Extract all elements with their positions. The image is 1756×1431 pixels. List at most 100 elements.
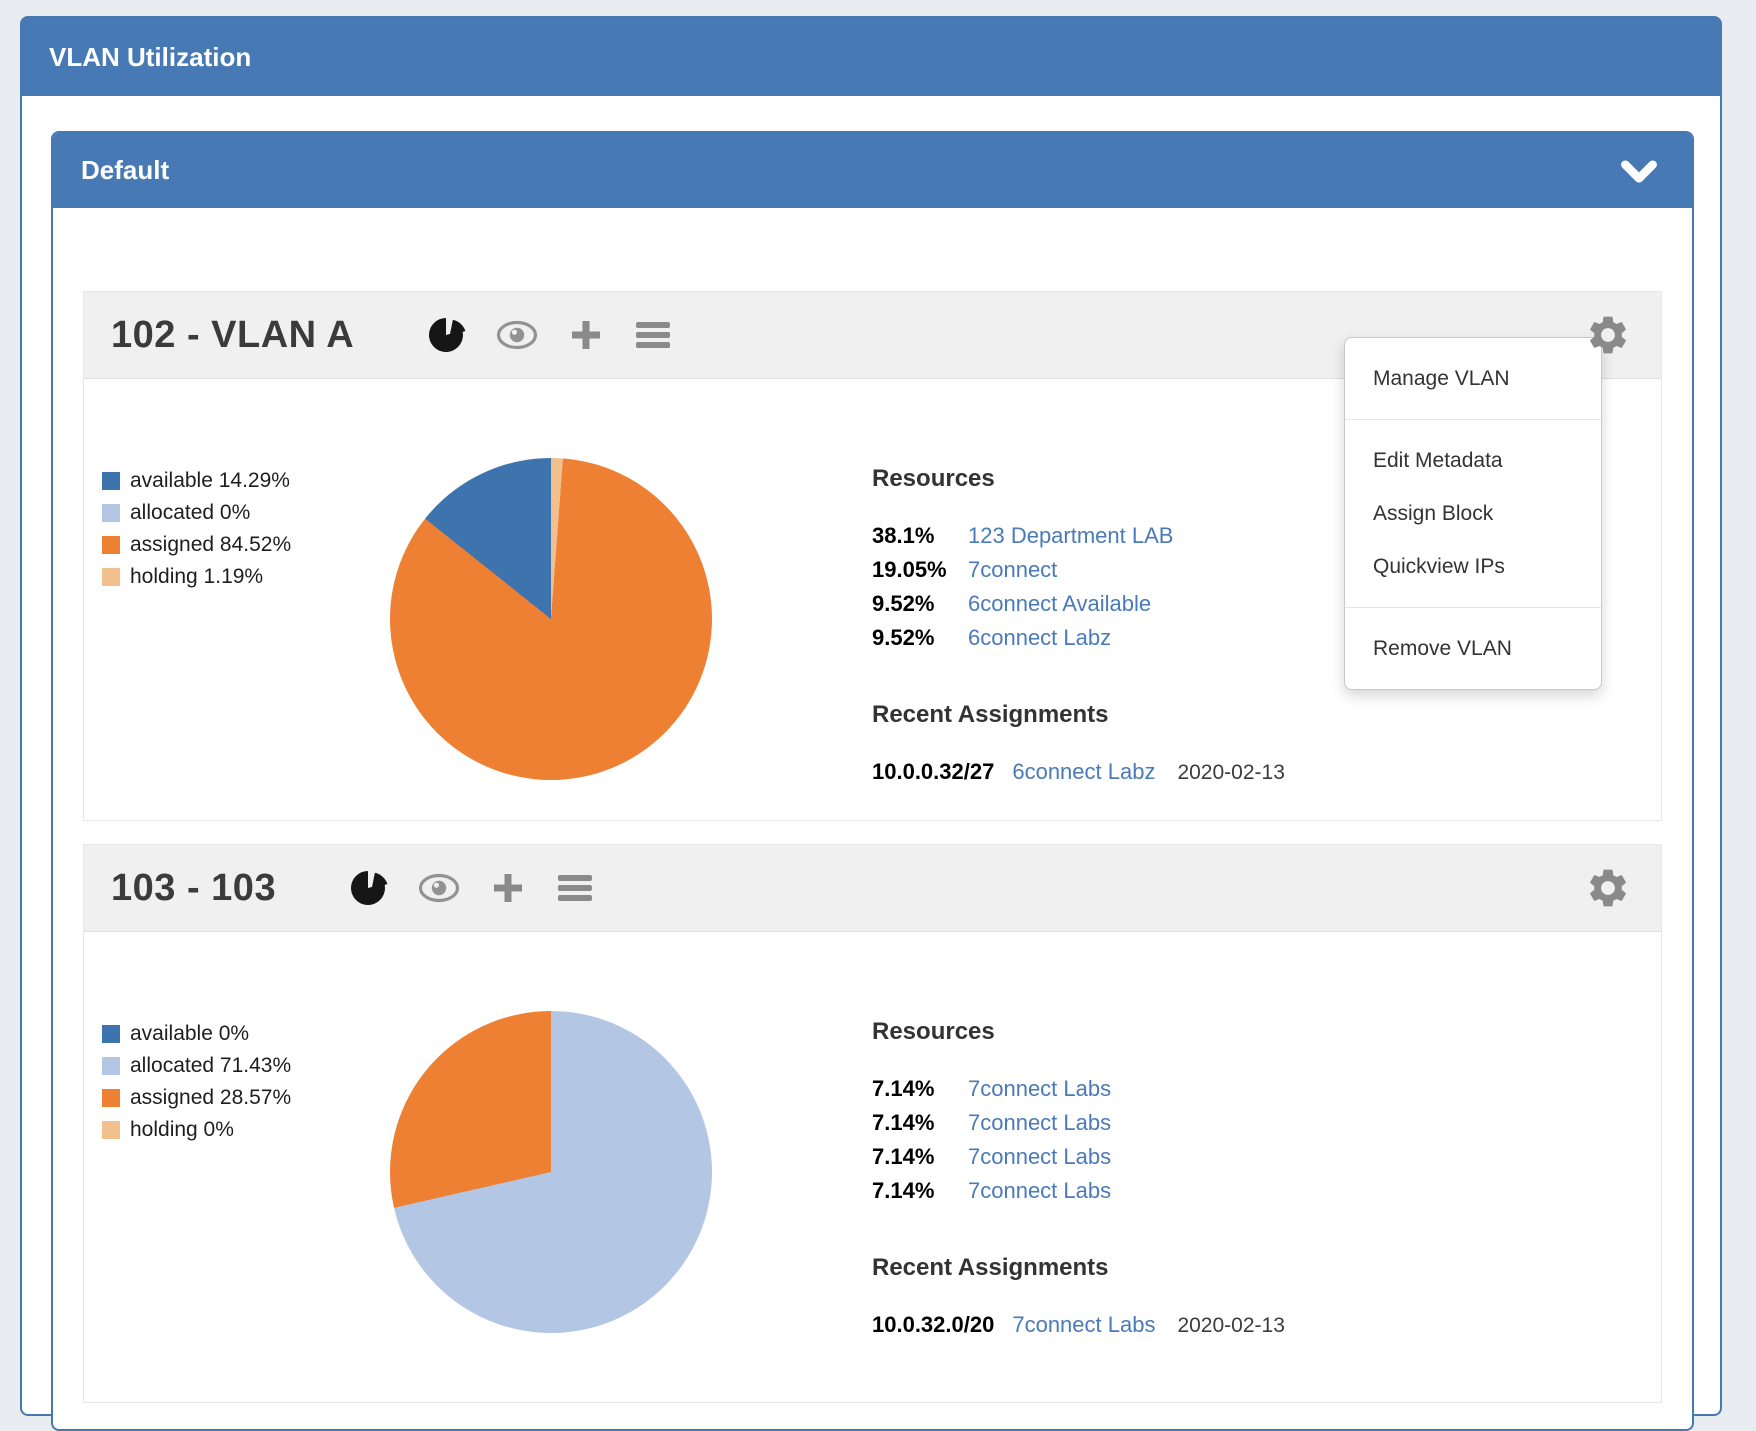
menu-item-remove-vlan[interactable]: Remove VLAN [1373, 637, 1512, 660]
plus-icon[interactable] [568, 317, 604, 353]
resource-percent: 9.52% [872, 591, 935, 616]
legend-swatch-holding [102, 568, 120, 586]
list-icon[interactable] [634, 320, 672, 350]
legend-item: assigned 28.57% [102, 1082, 291, 1114]
legend-label: available 14.29% [130, 469, 290, 492]
pie-chart [390, 1011, 712, 1333]
resource-link[interactable]: 7connect Labs [968, 1110, 1112, 1135]
legend-swatch-assigned [102, 1089, 120, 1107]
resources-heading: Resources [872, 1018, 995, 1045]
resource-link[interactable]: 6connect Available [968, 591, 1152, 616]
vlan-card-header: 103 - 103 [84, 845, 1661, 932]
legend-item: allocated 0% [102, 497, 291, 529]
legend-label: holding 0% [130, 1118, 234, 1141]
vlan-toolbar [348, 868, 594, 908]
pie-chart [390, 458, 712, 780]
resource-link[interactable]: 7connect Labs [968, 1144, 1112, 1169]
resources-list: 7.14% 7connect Labs 7.14% 7connect Labs 7.14… [872, 1072, 1492, 1208]
legend-swatch-available [102, 1025, 120, 1043]
resource-row: 7.14% 7connect Labs [872, 1072, 1492, 1106]
resource-link[interactable]: 7connect Labs [968, 1178, 1112, 1203]
legend-label: assigned 84.52% [130, 533, 292, 556]
list-icon[interactable] [556, 873, 594, 903]
resource-link[interactable]: 7connect Labs [968, 1076, 1112, 1101]
recent-assignment-row: 10.0.0.32/27 6connect Labz 2020-02-13 [872, 755, 1492, 790]
chevron-down-icon[interactable] [1620, 156, 1658, 186]
menu-item-quickview-ips[interactable]: Quickview IPs [1373, 555, 1505, 578]
resource-percent: 7.14% [872, 1076, 935, 1101]
resource-row: 38.1% 123 Department LAB [872, 519, 1492, 553]
vlan-details: Resources 38.1% 123 Department LAB 19.05% 7… [872, 465, 1492, 790]
legend-item: holding 0% [102, 1114, 291, 1146]
resource-percent: 9.52% [872, 625, 935, 650]
page: { "window": { "title": "VLAN Utilization… [20, 16, 1722, 1431]
recent-assignment-date: 2020-02-13 [1177, 1314, 1285, 1337]
legend-label: holding 1.19% [130, 565, 264, 588]
menu-item-assign-block[interactable]: Assign Block [1373, 502, 1494, 525]
resource-row: 7.14% 7connect Labs [872, 1140, 1492, 1174]
gear-icon[interactable] [1585, 312, 1631, 358]
legend-item: available 14.29% [102, 465, 291, 497]
legend-label: assigned 28.57% [130, 1086, 292, 1109]
vlan-utilization-header: VLAN Utilization [22, 18, 1720, 96]
pie-legend: available 0% allocated 71.43% assigned 28.… [102, 1018, 291, 1146]
resource-percent: 19.05% [872, 557, 947, 582]
default-group-body: 102 - VLAN A [53, 208, 1692, 1429]
legend-swatch-holding [102, 1121, 120, 1139]
legend-label: allocated 0% [130, 501, 251, 524]
eye-icon[interactable] [496, 320, 538, 350]
resource-percent: 7.14% [872, 1178, 935, 1203]
resources-heading: Resources [872, 465, 995, 492]
vlan-card-body: available 0% allocated 71.43% assigned 28.… [84, 932, 1661, 1402]
gear-dropdown-menu: Manage VLAN Edit Metadata Assign Block Quic… [1344, 337, 1602, 690]
recent-assignment-link[interactable]: 7connect Labs [1012, 1312, 1156, 1337]
resource-link[interactable]: 123 Department LAB [968, 523, 1174, 548]
legend-swatch-assigned [102, 536, 120, 554]
recent-assignment-link[interactable]: 6connect Labz [1012, 759, 1156, 784]
legend-swatch-allocated [102, 1057, 120, 1075]
resource-percent: 38.1% [872, 523, 935, 548]
recent-assignments-list: 10.0.0.32/27 6connect Labz 2020-02-13 [872, 755, 1492, 790]
eye-icon[interactable] [418, 873, 460, 903]
vlan-card: 103 - 103 [83, 844, 1662, 1403]
menu-divider [1345, 607, 1601, 608]
legend-item: available 0% [102, 1018, 291, 1050]
legend-item: allocated 71.43% [102, 1050, 291, 1082]
gear-icon[interactable] [1585, 865, 1631, 911]
resource-link[interactable]: 7connect [968, 557, 1058, 582]
vlan-title: 102 - VLAN A [111, 313, 355, 356]
resource-row: 19.05% 7connect [872, 553, 1492, 587]
vlan-card-header: 102 - VLAN A [84, 292, 1661, 379]
pie-chart-icon[interactable] [348, 868, 388, 908]
vlan-utilization-panel: VLAN Utilization Default 102 - VLAN A [20, 16, 1722, 1431]
legend-label: allocated 71.43% [130, 1054, 292, 1077]
resources-list: 38.1% 123 Department LAB 19.05% 7connect 9.5… [872, 519, 1492, 655]
vlan-utilization-body: Default 102 - VLAN A [22, 96, 1720, 1431]
resource-percent: 7.14% [872, 1110, 935, 1135]
recent-assignment-row: 10.0.32.0/20 7connect Labs 2020-02-13 [872, 1308, 1492, 1343]
resource-row: 9.52% 6connect Labz [872, 621, 1492, 655]
menu-item-edit-metadata[interactable]: Edit Metadata [1373, 449, 1503, 472]
resource-row: 7.14% 7connect Labs [872, 1174, 1492, 1208]
recent-assignment-date: 2020-02-13 [1177, 761, 1285, 784]
vlan-toolbar [426, 315, 672, 355]
menu-divider [1345, 419, 1601, 420]
pie-legend: available 14.29% allocated 0% assigned 84.… [102, 465, 291, 593]
menu-item-manage-vlan[interactable]: Manage VLAN [1373, 367, 1510, 390]
recent-assignments-heading: Recent Assignments [872, 1254, 1109, 1281]
legend-label: available 0% [130, 1022, 250, 1045]
pie-chart-icon[interactable] [426, 315, 466, 355]
resource-percent: 7.14% [872, 1144, 935, 1169]
recent-assignment-block: 10.0.0.32/27 [872, 759, 995, 784]
plus-icon[interactable] [490, 870, 526, 906]
legend-swatch-available [102, 472, 120, 490]
page-title: VLAN Utilization [49, 41, 252, 72]
vlan-title: 103 - 103 [111, 866, 277, 909]
resource-link[interactable]: 6connect Labz [968, 625, 1112, 650]
default-group-header[interactable]: Default [53, 133, 1692, 208]
recent-assignments-heading: Recent Assignments [872, 701, 1109, 728]
legend-item: assigned 84.52% [102, 529, 291, 561]
legend-item: holding 1.19% [102, 561, 291, 593]
recent-assignments-list: 10.0.32.0/20 7connect Labs 2020-02-13 [872, 1308, 1492, 1343]
recent-assignment-block: 10.0.32.0/20 [872, 1312, 995, 1337]
